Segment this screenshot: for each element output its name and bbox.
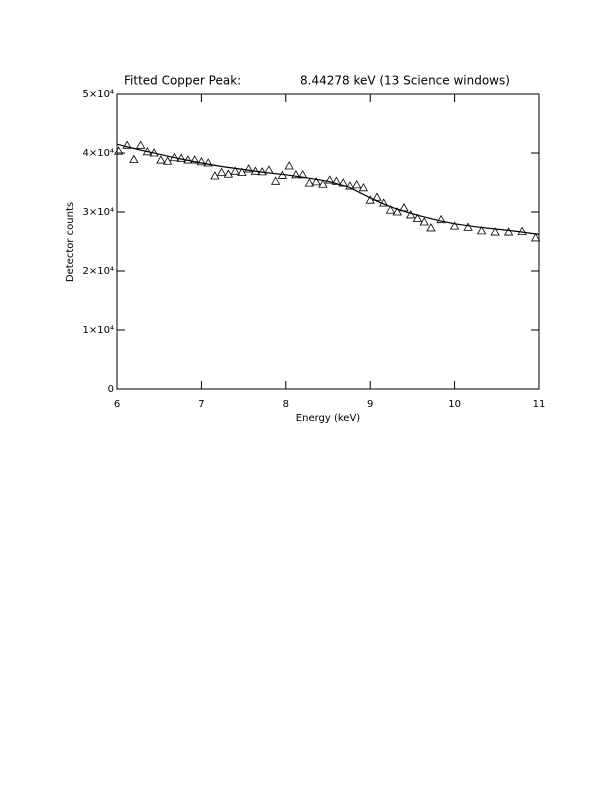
fit-line <box>116 143 540 235</box>
data-point <box>223 169 234 178</box>
data-point <box>304 178 315 187</box>
data-point <box>476 226 487 235</box>
data-point <box>530 233 541 242</box>
data-point <box>291 170 301 179</box>
data-point <box>176 153 186 162</box>
y-tick-label: 5×10⁴ <box>83 89 114 100</box>
data-point <box>216 167 227 176</box>
data-point <box>135 140 146 149</box>
data-point <box>352 180 362 189</box>
data-point <box>270 176 281 185</box>
data-point <box>113 146 124 155</box>
data-point <box>436 214 446 224</box>
data-point <box>129 154 139 163</box>
y-tick-label: 3×10⁴ <box>83 207 114 218</box>
y-tick-label: 0 <box>108 384 114 395</box>
x-tick-label: 6 <box>114 399 120 410</box>
data-point <box>503 227 514 236</box>
data-point <box>237 167 247 176</box>
chart-subtitle: 8.44278 keV (13 Science windows) <box>300 74 510 88</box>
data-point <box>122 140 132 149</box>
y-tick-label: 4×10⁴ <box>83 148 114 159</box>
data-point <box>210 171 220 180</box>
x-tick-label: 10 <box>448 399 461 410</box>
data-point <box>517 226 527 235</box>
data-point <box>189 155 200 164</box>
data-point <box>392 207 402 216</box>
data-point <box>365 195 375 204</box>
data-point <box>385 205 396 214</box>
data-point <box>162 156 173 165</box>
data-point <box>318 179 328 188</box>
data-point <box>419 217 429 226</box>
data-point <box>196 157 207 166</box>
data-point <box>372 192 382 201</box>
data-point <box>203 158 213 167</box>
data-point <box>331 176 342 185</box>
data-point <box>243 164 254 173</box>
y-tick-label: 2×10⁴ <box>83 266 114 277</box>
data-point <box>284 161 294 170</box>
y-tick-label: 1×10⁴ <box>83 325 114 336</box>
data-point <box>297 170 308 179</box>
data-point <box>412 213 423 222</box>
x-tick-label: 11 <box>533 399 546 410</box>
data-point <box>324 175 335 184</box>
plot-frame <box>116 93 540 390</box>
chart-title: Fitted Copper Peak: <box>124 74 241 88</box>
data-point <box>345 181 355 190</box>
data-point <box>358 183 369 192</box>
data-point <box>156 155 166 164</box>
data-point <box>490 227 500 236</box>
x-tick-label: 7 <box>198 399 204 410</box>
data-point <box>449 221 460 230</box>
x-axis-label: Energy (keV) <box>296 413 361 424</box>
data-point <box>311 177 321 186</box>
data-point <box>463 222 473 231</box>
data-point <box>230 166 240 175</box>
x-tick-label: 9 <box>367 399 373 410</box>
data-point <box>426 223 436 232</box>
y-axis-label: Detector counts <box>65 202 76 282</box>
x-tick-label: 8 <box>283 399 289 410</box>
